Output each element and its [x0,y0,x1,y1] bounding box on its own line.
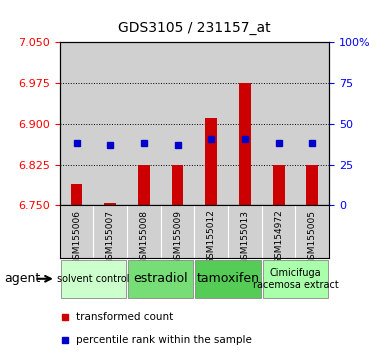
Text: transformed count: transformed count [76,312,173,322]
Bar [228,42,262,205]
Bar [194,42,228,205]
Bar [239,83,251,205]
Text: tamoxifen: tamoxifen [197,272,259,285]
Text: percentile rank within the sample: percentile rank within the sample [76,335,252,345]
FancyBboxPatch shape [61,260,126,297]
Text: GDS3105 / 231157_at: GDS3105 / 231157_at [118,21,271,35]
Bar [60,42,93,205]
Bar [205,119,217,205]
FancyBboxPatch shape [263,260,328,297]
Bar [296,42,329,205]
Text: GSM155009: GSM155009 [173,210,182,264]
Bar [104,202,116,205]
Bar [306,165,318,205]
Text: GSM155008: GSM155008 [139,210,148,264]
Bar [172,165,184,205]
Bar [138,165,150,205]
Text: GSM155012: GSM155012 [207,210,216,264]
Text: GSM155005: GSM155005 [308,210,317,264]
Bar [93,42,127,205]
Text: GSM155007: GSM155007 [106,210,115,264]
Text: agent: agent [4,272,40,285]
Bar [70,184,82,205]
Bar [161,42,194,205]
Text: Cimicifuga
racemosa extract: Cimicifuga racemosa extract [253,268,338,290]
FancyBboxPatch shape [196,260,261,297]
Text: GSM154972: GSM154972 [274,210,283,264]
FancyBboxPatch shape [128,260,193,297]
Text: estradiol: estradiol [134,272,188,285]
Text: GSM155006: GSM155006 [72,210,81,264]
Bar [262,42,296,205]
Bar [127,42,161,205]
Text: solvent control: solvent control [57,274,130,284]
Bar [273,165,285,205]
Text: GSM155013: GSM155013 [241,210,249,264]
